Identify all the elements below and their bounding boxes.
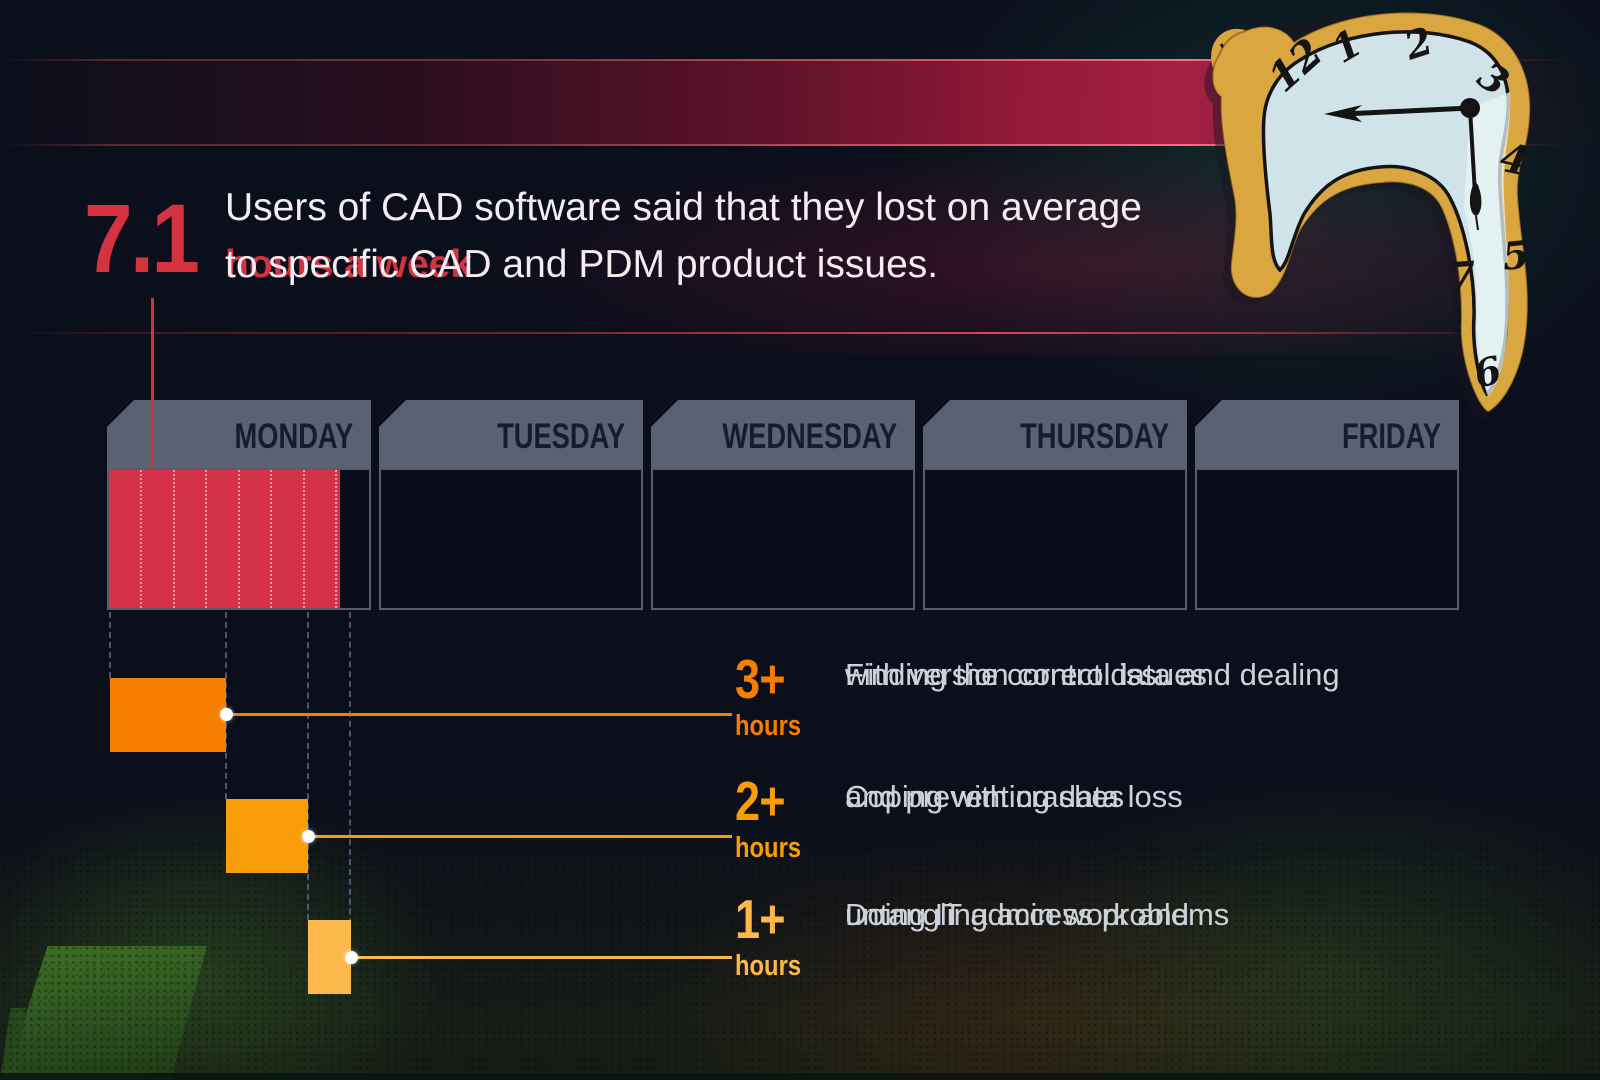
guide-line bbox=[225, 612, 227, 799]
stat-value: 7.1 bbox=[84, 184, 200, 293]
hour-tick bbox=[140, 470, 142, 608]
day-body bbox=[651, 468, 915, 610]
hours-value: 3+ bbox=[735, 648, 786, 710]
hours-unit: hours bbox=[735, 710, 802, 742]
clock-hand-teardrop bbox=[1469, 182, 1482, 216]
guide-line bbox=[307, 612, 309, 920]
hours-value: 1+ bbox=[735, 888, 786, 950]
hours-unit: hours bbox=[735, 832, 802, 864]
breakdown-row-3-hours: 3+ hours Finding the correct data and de… bbox=[735, 652, 1455, 762]
breakdown-row-1-hour: 1+ hours Doing IT admin work and untangl… bbox=[735, 892, 1455, 1002]
description-line: and preventing data loss bbox=[845, 779, 1183, 814]
hour-tick bbox=[238, 470, 240, 608]
day-header: TUESDAY bbox=[379, 400, 643, 468]
connector-2-hours bbox=[308, 835, 732, 838]
clock-face-highlight bbox=[1464, 92, 1511, 396]
connector-1-hour bbox=[351, 956, 732, 959]
breakdown-row-2-hours: 2+ hours Coping with crashes and prevent… bbox=[735, 774, 1455, 884]
day-label: MONDAY bbox=[234, 417, 353, 456]
headline-highlight: hours a week bbox=[225, 243, 473, 286]
connector-3-hours bbox=[226, 713, 732, 716]
guide-line bbox=[349, 612, 351, 954]
description-line: Doing IT admin work and bbox=[845, 897, 1190, 932]
day-body bbox=[923, 468, 1187, 610]
day-header: FRIDAY bbox=[1195, 400, 1459, 468]
bar-3-hours bbox=[110, 678, 226, 752]
day-label: THURSDAY bbox=[1019, 417, 1169, 456]
day-header: WEDNESDAY bbox=[651, 400, 915, 468]
halftone-texture-2 bbox=[0, 880, 1600, 1080]
description-line: with version control issues bbox=[845, 657, 1207, 692]
halftone-texture bbox=[0, 840, 1600, 1080]
day-card-thursday: THURSDAY bbox=[923, 400, 1187, 610]
hours-unit: hours bbox=[735, 950, 802, 982]
hour-tick bbox=[270, 470, 272, 608]
hour-tick bbox=[303, 470, 305, 608]
bottom-edge-strip bbox=[0, 1073, 1600, 1080]
description-line: Finding the correct data and dealing bbox=[845, 657, 1340, 692]
clock-hands bbox=[1324, 98, 1482, 231]
headline-text: Users of CAD software said that they los… bbox=[225, 179, 1375, 286]
day-header: MONDAY bbox=[107, 400, 371, 468]
clock-hand-tip bbox=[1475, 215, 1479, 231]
red-divider-line bbox=[0, 332, 1600, 334]
stat-pointer-line bbox=[151, 298, 154, 472]
brown-glow bbox=[610, 820, 1430, 1080]
clock-number: 5 bbox=[1500, 231, 1531, 279]
headline-line2-rest: to specific CAD and PDM product issues. bbox=[225, 243, 939, 286]
description-line: untangling access problems bbox=[845, 897, 1230, 932]
day-card-monday: MONDAY bbox=[107, 400, 371, 610]
day-label: FRIDAY bbox=[1341, 417, 1441, 456]
day-header: THURSDAY bbox=[923, 400, 1187, 468]
day-label: WEDNESDAY bbox=[722, 417, 897, 456]
bar-2-hours bbox=[226, 799, 308, 873]
clock-hand-arrowhead bbox=[1324, 105, 1362, 122]
description-line: Coping with crashes bbox=[845, 779, 1125, 814]
day-body bbox=[379, 468, 643, 610]
hour-tick bbox=[335, 470, 337, 608]
day-card-friday: FRIDAY bbox=[1195, 400, 1459, 610]
connector-dot bbox=[220, 708, 233, 721]
day-card-tuesday: TUESDAY bbox=[379, 400, 643, 610]
clock-hour-hand bbox=[1343, 105, 1471, 117]
red-band-top-line bbox=[0, 59, 1600, 61]
guide-line bbox=[109, 612, 111, 678]
day-label: TUESDAY bbox=[497, 417, 625, 456]
clock-center-pin bbox=[1460, 98, 1480, 118]
day-card-wednesday: WEDNESDAY bbox=[651, 400, 915, 610]
hour-tick bbox=[205, 470, 207, 608]
day-body bbox=[1195, 468, 1459, 610]
bar-1-hour bbox=[308, 920, 351, 994]
melting-clock-illustration: 12 1 2 3 4 5 6 7 bbox=[1204, 11, 1533, 422]
clock-number: 7 bbox=[1447, 252, 1477, 299]
green-glow-right bbox=[970, 760, 1600, 1080]
connector-dot bbox=[302, 830, 315, 843]
day-body bbox=[107, 468, 371, 610]
monday-hours-fill bbox=[109, 470, 340, 608]
hour-tick bbox=[173, 470, 175, 608]
headline-line1: Users of CAD software said that they los… bbox=[225, 186, 1142, 229]
red-band-bottom-line bbox=[0, 144, 1600, 146]
hours-value: 2+ bbox=[735, 770, 786, 832]
connector-dot bbox=[345, 951, 358, 964]
